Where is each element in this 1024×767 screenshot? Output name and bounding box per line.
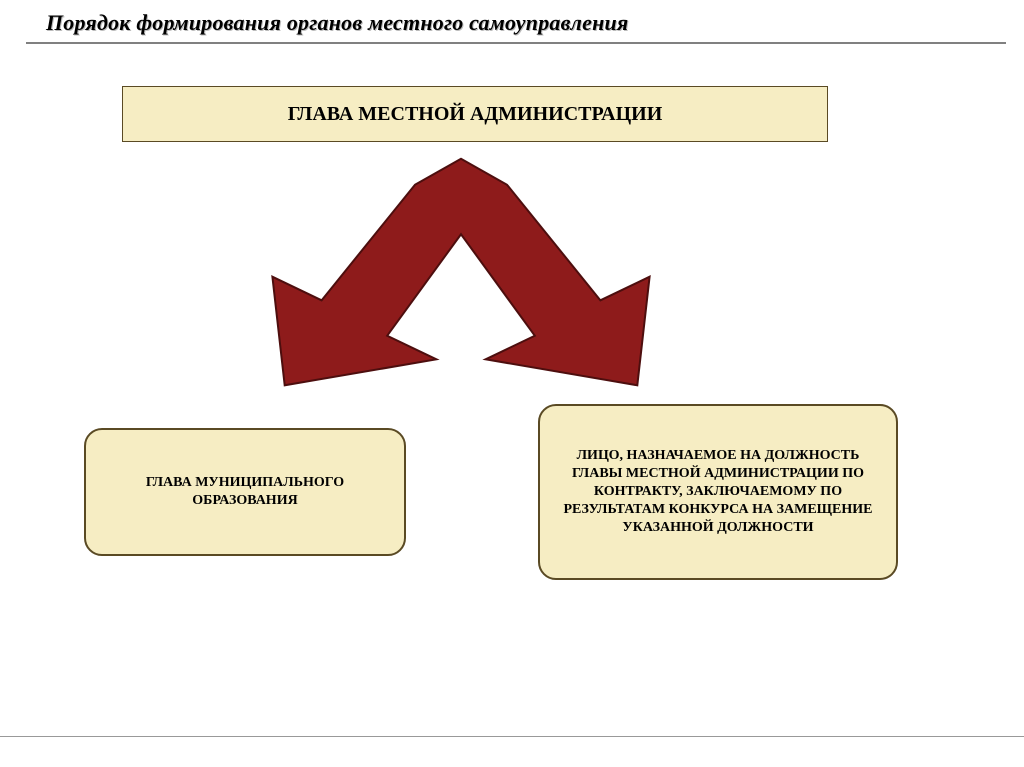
split-arrow-icon	[256, 154, 666, 390]
page-title-wrap: Порядок формирования органов местного са…	[46, 10, 986, 44]
box-contract-appointee-label: ЛИЦО, НАЗНАЧАЕМОЕ НА ДОЛЖНОСТЬ ГЛАВЫ МЕС…	[554, 447, 882, 537]
box-contract-appointee: ЛИЦО, НАЗНАЧАЕМОЕ НА ДОЛЖНОСТЬ ГЛАВЫ МЕС…	[538, 404, 898, 580]
page-title: Порядок формирования органов местного са…	[46, 10, 986, 36]
footer-divider	[0, 736, 1024, 737]
box-head-local-admin-label: ГЛАВА МЕСТНОЙ АДМИНИСТРАЦИИ	[288, 103, 663, 126]
title-divider	[26, 42, 1006, 44]
box-head-local-admin: ГЛАВА МЕСТНОЙ АДМИНИСТРАЦИИ	[122, 86, 828, 142]
box-municipal-head-label: ГЛАВА МУНИЦИПАЛЬНОГО ОБРАЗОВАНИЯ	[100, 474, 390, 510]
box-municipal-head: ГЛАВА МУНИЦИПАЛЬНОГО ОБРАЗОВАНИЯ	[84, 428, 406, 556]
